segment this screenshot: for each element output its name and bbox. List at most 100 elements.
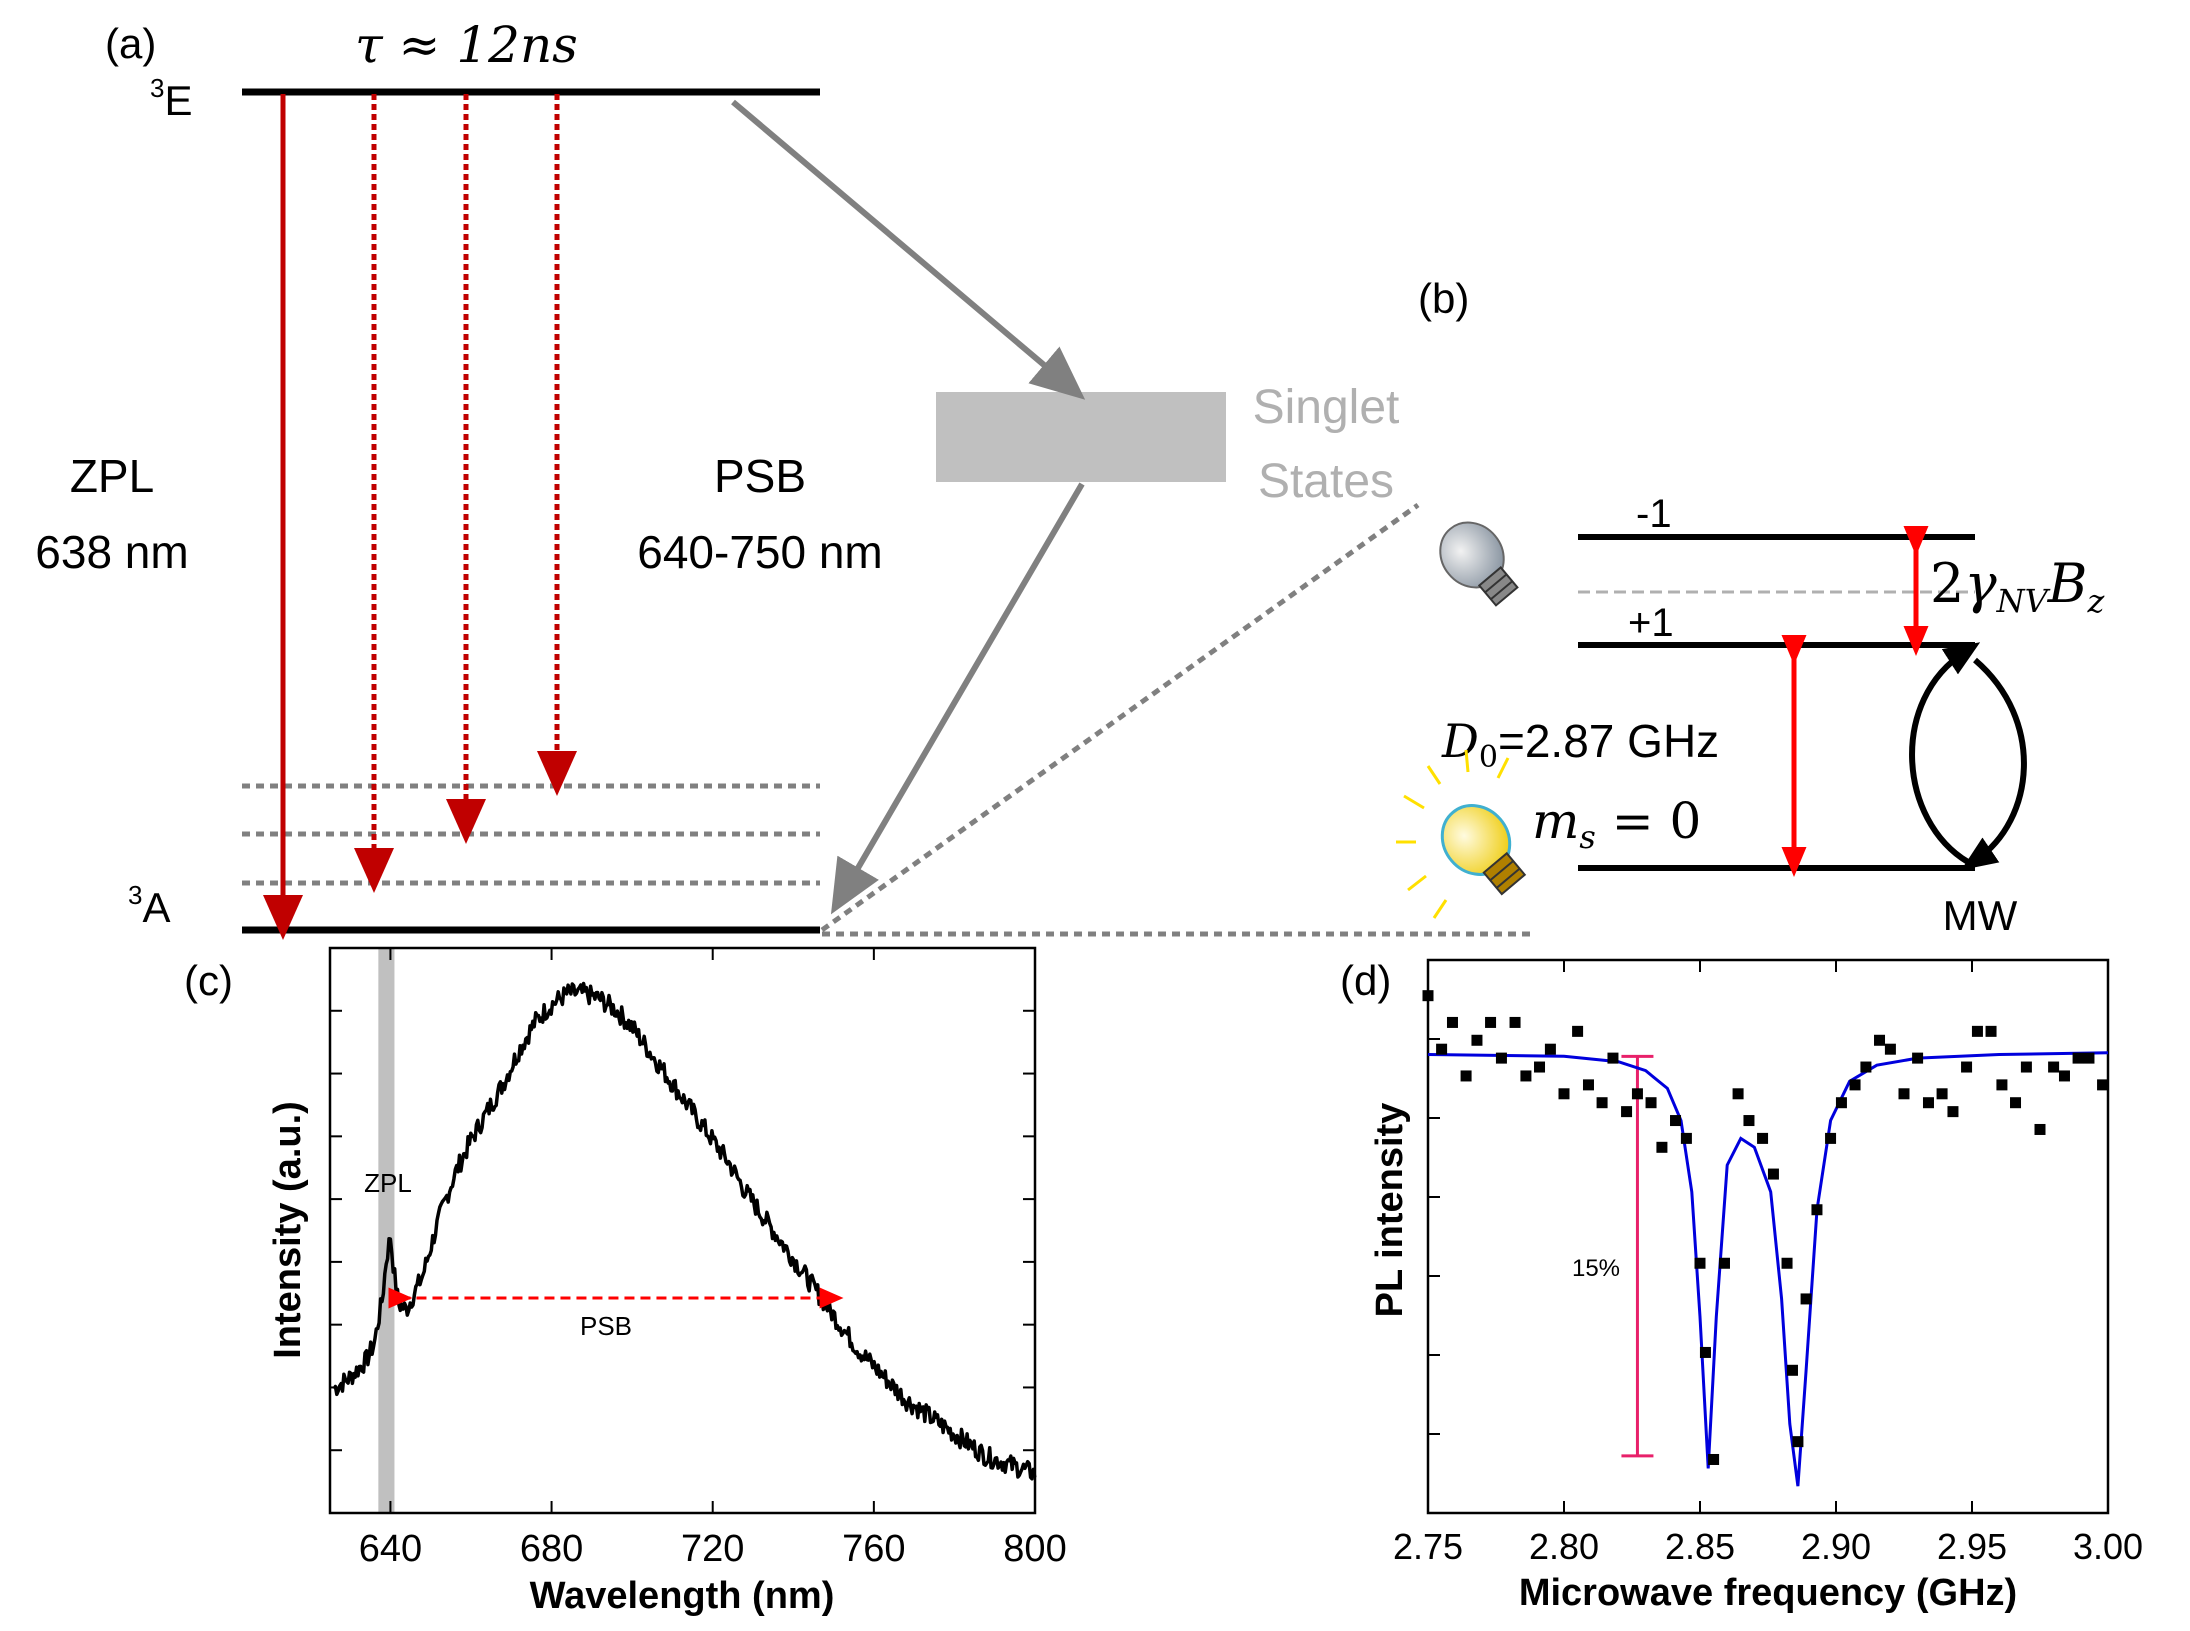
ground-state-name: A xyxy=(142,884,170,931)
zeeman-splitting-label: 2γNVBz xyxy=(1930,552,2105,620)
data-point xyxy=(1884,1043,1896,1055)
data-point xyxy=(1582,1079,1594,1091)
data-point xyxy=(1621,1106,1633,1118)
data-point xyxy=(1786,1364,1798,1376)
ms-value: = 0 xyxy=(1596,792,1702,850)
data-point xyxy=(1471,1034,1483,1046)
data-point xyxy=(1792,1436,1804,1448)
data-point xyxy=(1520,1070,1532,1082)
lightbulb-off-icon xyxy=(1439,521,1519,607)
data-point xyxy=(1971,1025,1983,1037)
psb-range-annotation: PSB xyxy=(580,1311,632,1341)
data-point xyxy=(1732,1088,1744,1100)
data-point xyxy=(1460,1070,1472,1082)
data-point xyxy=(1544,1043,1556,1055)
data-point xyxy=(1947,1106,1959,1118)
data-point xyxy=(1656,1141,1668,1153)
data-point xyxy=(1708,1453,1720,1465)
spectrum-ticks xyxy=(330,948,1036,1513)
d0-symbol: D xyxy=(1441,714,1479,768)
level-plus1-label: +1 xyxy=(1628,601,1674,645)
data-point xyxy=(1961,1061,1973,1073)
data-point xyxy=(1767,1168,1779,1180)
excited-state-name: E xyxy=(164,77,192,124)
data-point xyxy=(1485,1016,1497,1028)
zpl-label: ZPL xyxy=(70,450,154,502)
data-point xyxy=(1849,1079,1861,1091)
zeeman-gamma-subscript: NV xyxy=(1996,582,2051,620)
data-point xyxy=(1874,1034,1886,1046)
zpl-wavelength: 638 nm xyxy=(35,526,188,578)
panel-a-label: (a) xyxy=(105,20,156,67)
panel-a-energy-diagram: (a) τ ≈ 12ns 3E 3A ZPL 638 nm PSB 640-75… xyxy=(35,16,1535,940)
light-ray xyxy=(1432,899,1448,919)
x-tick-label: 3.00 xyxy=(2073,1526,2143,1567)
data-point xyxy=(1631,1088,1643,1100)
singlet-states-box xyxy=(936,392,1226,482)
data-point xyxy=(1699,1346,1711,1358)
x-tick-label: 760 xyxy=(842,1528,905,1570)
contrast-depth-bar xyxy=(1621,1054,1654,1458)
data-point xyxy=(1596,1097,1608,1109)
panel-d-label: (d) xyxy=(1340,957,1391,1004)
isc-arrow-to-singlet xyxy=(731,99,1086,400)
data-point xyxy=(1996,1079,2008,1091)
bulb-base xyxy=(1482,851,1527,896)
mw-drive-arrow-up xyxy=(1909,642,1981,865)
odmr-y-axis-title: PL intensity xyxy=(1369,1103,1411,1318)
psb-label: PSB xyxy=(714,450,806,502)
data-point xyxy=(1811,1204,1823,1216)
data-point xyxy=(1757,1132,1769,1144)
ms-subscript: s xyxy=(1579,818,1595,856)
bulb-thread xyxy=(1484,573,1508,594)
measured-data-points xyxy=(1422,990,2109,1465)
panel-b-spin-levels: (b) -1 +1 2γNVBz D0=2.87 GHz ms = 0 MW xyxy=(1396,275,2105,939)
zero-field-splitting-label: D0=2.87 GHz xyxy=(1441,714,1719,775)
bulb-thread xyxy=(1489,860,1514,882)
data-point xyxy=(2034,1123,2046,1135)
spectrum-y-axis-title: Intensity (a.u.) xyxy=(267,1101,309,1359)
data-point xyxy=(1781,1257,1793,1269)
data-point xyxy=(1825,1132,1837,1144)
light-ray xyxy=(1464,749,1470,773)
data-point xyxy=(2097,1079,2109,1091)
data-point xyxy=(1558,1088,1570,1100)
odmr-ticks xyxy=(1427,960,2109,1513)
data-point xyxy=(1743,1115,1755,1127)
data-point xyxy=(2048,1061,2060,1073)
x-tick-label: 800 xyxy=(1003,1528,1066,1570)
x-tick-label: 720 xyxy=(681,1528,744,1570)
data-point xyxy=(1694,1257,1706,1269)
x-tick-label: 680 xyxy=(520,1528,583,1570)
d0-value: =2.87 GHz xyxy=(1498,715,1719,767)
data-point xyxy=(1912,1052,1924,1064)
zeeman-gamma: γ xyxy=(1964,552,1997,615)
spectrum-plot-frame xyxy=(328,946,1037,1515)
states-label: States xyxy=(1258,455,1394,508)
ms-symbol: m xyxy=(1532,792,1579,850)
odmr-x-axis-title: Microwave frequency (GHz) xyxy=(1519,1572,2017,1614)
singlet-label: Singlet xyxy=(1253,381,1400,434)
spectrum-x-tick-labels: 640 680 720 760 800 xyxy=(359,1528,1067,1570)
data-point xyxy=(1835,1097,1847,1109)
panel-c-label: (c) xyxy=(184,957,233,1004)
panel-b-label: (b) xyxy=(1418,275,1469,322)
level-minus1-label: -1 xyxy=(1636,492,1672,536)
lightbulb-on-icon xyxy=(1440,804,1527,896)
x-tick-label: 2.90 xyxy=(1801,1526,1871,1567)
light-ray xyxy=(1426,765,1442,785)
data-point xyxy=(1509,1016,1521,1028)
data-point xyxy=(2083,1052,2095,1064)
data-point xyxy=(1534,1061,1546,1073)
bulb-base xyxy=(1477,566,1519,607)
light-rays xyxy=(1396,749,1510,919)
x-tick-label: 640 xyxy=(359,1528,422,1570)
data-point xyxy=(2072,1052,2084,1064)
excited-state-superscript: 3 xyxy=(150,73,164,103)
data-point xyxy=(1607,1052,1619,1064)
data-point xyxy=(1718,1257,1730,1269)
data-point xyxy=(1645,1097,1657,1109)
x-tick-label: 2.75 xyxy=(1393,1526,1463,1567)
odmr-plot-frame xyxy=(1426,958,2110,1515)
